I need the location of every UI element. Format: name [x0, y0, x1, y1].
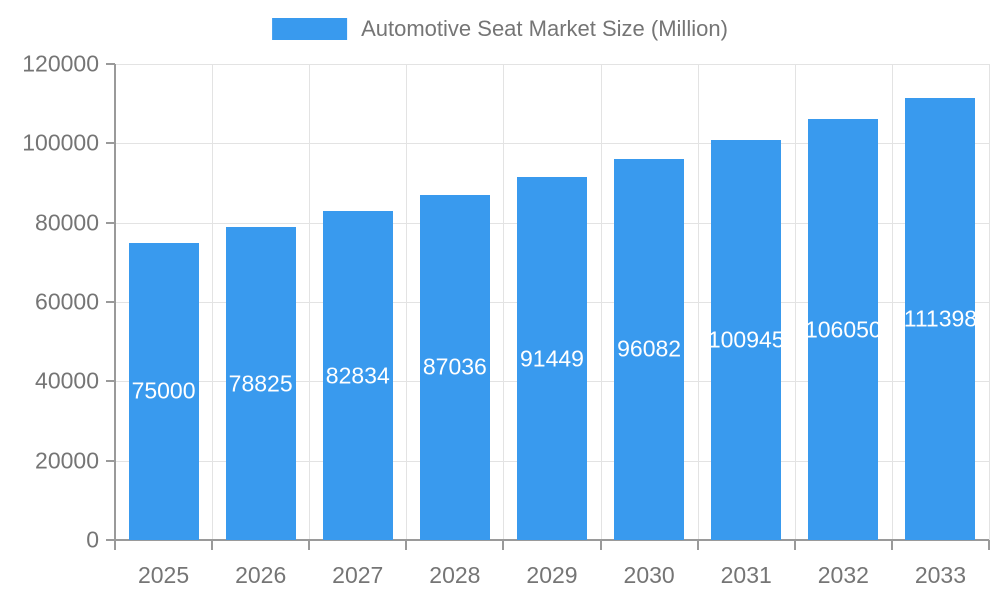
bar-value-label: 87036 — [422, 353, 487, 380]
bar-value-label: 96082 — [617, 335, 682, 362]
legend-label: Automotive Seat Market Size (Million) — [361, 16, 728, 41]
y-axis-tick — [106, 221, 115, 224]
bar-value-label: 82834 — [325, 362, 390, 389]
x-gridline — [891, 64, 893, 540]
x-gridline — [309, 64, 311, 540]
x-axis-tick — [405, 540, 408, 550]
x-gridline — [406, 64, 408, 540]
y-axis-tick — [106, 301, 115, 303]
bar-2030[interactable] — [614, 158, 685, 540]
x-axis-tick-label: 2028 — [429, 562, 481, 588]
y-gridline — [115, 64, 989, 65]
legend[interactable]: Automotive Seat Market Size (Million) — [272, 16, 728, 42]
y-axis-tick-label: 120000 — [22, 50, 99, 77]
bar-2031[interactable] — [711, 139, 782, 540]
x-gridline — [697, 64, 699, 540]
x-axis-tick-label: 2029 — [526, 562, 578, 588]
bar-2032[interactable] — [808, 119, 879, 540]
y-axis-tick — [106, 380, 115, 383]
x-axis-tick-label: 2026 — [235, 562, 287, 588]
x-axis-tick-label: 2031 — [720, 562, 772, 588]
y-axis-line — [114, 64, 116, 548]
x-axis-tick — [308, 540, 311, 550]
y-axis-tick-label: 80000 — [35, 209, 99, 236]
x-axis-tick-label: 2025 — [137, 562, 190, 588]
x-axis-tick-label: 2027 — [332, 562, 384, 588]
bar-value-label: 106050 — [804, 316, 882, 343]
bar-2028[interactable] — [419, 194, 490, 540]
x-axis-tick — [988, 540, 990, 550]
y-axis-tick-label: 20000 — [35, 447, 99, 474]
x-gridline — [212, 64, 214, 540]
legend-swatch-icon — [272, 18, 348, 40]
y-axis-tick — [106, 142, 115, 145]
x-axis-tick — [502, 540, 505, 550]
bar-value-label: 78825 — [228, 370, 293, 397]
x-axis-tick-label: 2032 — [817, 562, 869, 588]
x-axis-line — [115, 539, 989, 541]
x-gridline — [503, 64, 505, 540]
bar-2026[interactable] — [225, 227, 296, 540]
x-axis-tick-label: 2030 — [623, 562, 675, 588]
bar-value-label: 75000 — [131, 377, 196, 404]
bar-value-label: 100945 — [707, 326, 785, 353]
y-gridline — [115, 143, 989, 145]
bar-2025[interactable] — [128, 242, 199, 540]
y-axis-tick-label: 100000 — [22, 129, 99, 156]
x-axis-tick — [793, 540, 796, 550]
x-axis-tick — [599, 540, 602, 550]
bar-2029[interactable] — [517, 177, 587, 540]
x-gridline — [989, 64, 990, 540]
x-axis-tick — [211, 540, 214, 550]
x-gridline — [600, 64, 602, 540]
x-gridline — [794, 64, 796, 540]
bar-value-label: 91449 — [520, 345, 584, 372]
x-axis-tick — [890, 540, 893, 550]
bar-value-label: 111398 — [903, 305, 978, 332]
y-axis-tick-label: 40000 — [35, 367, 99, 394]
y-axis-tick-label: 0 — [86, 526, 99, 553]
bar-2033[interactable] — [905, 98, 976, 540]
x-axis-tick-label: 2033 — [914, 562, 967, 588]
x-axis-tick — [696, 540, 699, 550]
y-axis-tick — [106, 459, 115, 462]
bar-2027[interactable] — [322, 211, 393, 540]
y-axis-tick — [106, 539, 115, 541]
y-axis-tick — [106, 63, 115, 65]
y-axis-tick-label: 60000 — [35, 288, 99, 315]
